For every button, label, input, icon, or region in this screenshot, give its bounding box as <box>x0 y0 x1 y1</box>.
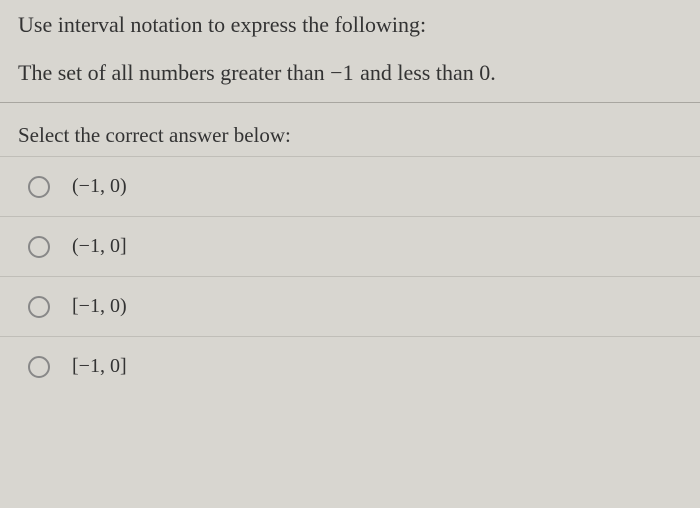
option-row[interactable]: (−1, 0] <box>0 216 700 276</box>
option-label: (−1, 0] <box>72 235 127 258</box>
question-detail-prefix: The set of all numbers greater than <box>18 60 330 85</box>
question-val2: 0 <box>479 60 490 85</box>
question-prompt: Use interval notation to express the fol… <box>18 12 682 38</box>
option-label: (−1, 0) <box>72 175 127 198</box>
question-detail-suffix: . <box>490 60 496 85</box>
select-prompt: Select the correct answer below: <box>18 123 682 148</box>
radio-icon[interactable] <box>28 236 50 258</box>
radio-icon[interactable] <box>28 356 50 378</box>
option-row[interactable]: (−1, 0) <box>0 156 700 216</box>
section-divider <box>0 102 700 103</box>
question-val1: −1 <box>330 60 353 85</box>
option-row[interactable]: [−1, 0] <box>0 336 700 396</box>
option-label: [−1, 0] <box>72 355 127 378</box>
option-row[interactable]: [−1, 0) <box>0 276 700 336</box>
radio-icon[interactable] <box>28 176 50 198</box>
question-container: Use interval notation to express the fol… <box>0 0 700 396</box>
question-detail: The set of all numbers greater than −1 a… <box>18 60 682 86</box>
options-list: (−1, 0) (−1, 0] [−1, 0) [−1, 0] <box>0 156 700 396</box>
radio-icon[interactable] <box>28 296 50 318</box>
option-label: [−1, 0) <box>72 295 127 318</box>
question-detail-mid: and less than <box>355 60 480 85</box>
